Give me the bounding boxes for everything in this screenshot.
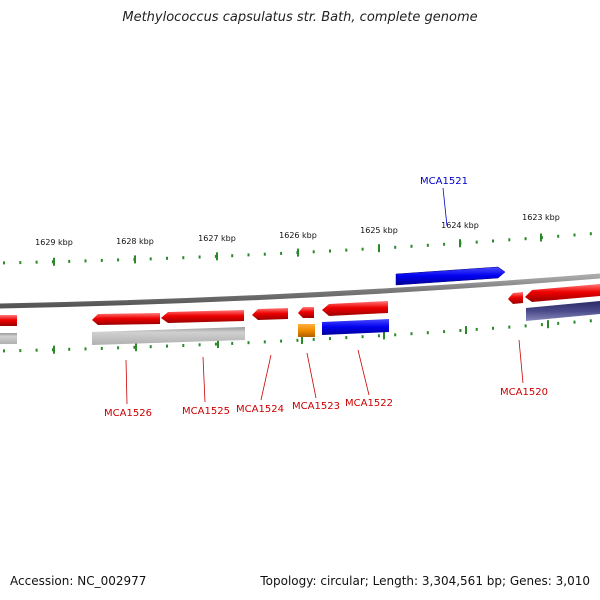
label-mca1520[interactable]: MCA1520: [500, 387, 548, 398]
gene-labels: MCA1521 MCA1526 MCA1525 MCA1524 MCA1523 …: [104, 176, 548, 419]
gene-mca1525[interactable]: [161, 310, 244, 323]
feature-blue-lower[interactable]: [322, 319, 389, 335]
outer-scale-ticks: [3, 232, 592, 266]
gene-mca1524[interactable]: [252, 308, 288, 320]
label-mca1523[interactable]: MCA1523: [292, 401, 340, 412]
feature-orange[interactable]: [298, 324, 315, 337]
inner-scale-ticks: [3, 319, 592, 354]
gene-mca1520[interactable]: [525, 284, 600, 302]
genome-backbone: [0, 273, 600, 309]
genome-title: Methylococcus capsulatus str. Bath, comp…: [122, 10, 478, 25]
label-mca1526[interactable]: MCA1526: [104, 408, 152, 419]
scale-label-1625: 1625 kbp: [360, 226, 398, 235]
genome-stats-text: Topology: circular; Length: 3,304,561 bp…: [260, 574, 590, 588]
scale-label-1627: 1627 kbp: [198, 234, 236, 243]
feature-grey-long: [92, 327, 245, 345]
gene-mca1526[interactable]: [92, 313, 160, 325]
feature-grey-left: [0, 333, 17, 344]
label-leaders: [125, 187, 524, 405]
feature-purple[interactable]: [526, 301, 600, 321]
gene-mca1521[interactable]: [395, 266, 506, 286]
scale-label-1629: 1629 kbp: [35, 238, 73, 247]
scale-labels: 1629 kbp 1628 kbp 1627 kbp 1626 kbp 1625…: [35, 213, 560, 247]
scale-label-1624: 1624 kbp: [441, 221, 479, 230]
scale-label-1623: 1623 kbp: [522, 213, 560, 222]
scale-label-1628: 1628 kbp: [116, 237, 154, 246]
reverse-strand-genes: [0, 284, 600, 326]
scale-label-1626: 1626 kbp: [279, 231, 317, 240]
label-mca1521[interactable]: MCA1521: [420, 176, 468, 187]
gene-left-edge[interactable]: [0, 315, 17, 326]
gene-mca1523-red[interactable]: [298, 307, 314, 318]
gene-mca1520-small[interactable]: [508, 292, 523, 304]
label-mca1522[interactable]: MCA1522: [345, 398, 393, 409]
label-mca1524[interactable]: MCA1524: [236, 404, 284, 415]
label-mca1525[interactable]: MCA1525: [182, 406, 230, 417]
accession-text: Accession: NC_002977: [10, 574, 147, 588]
gene-mca1522-red[interactable]: [322, 301, 388, 316]
